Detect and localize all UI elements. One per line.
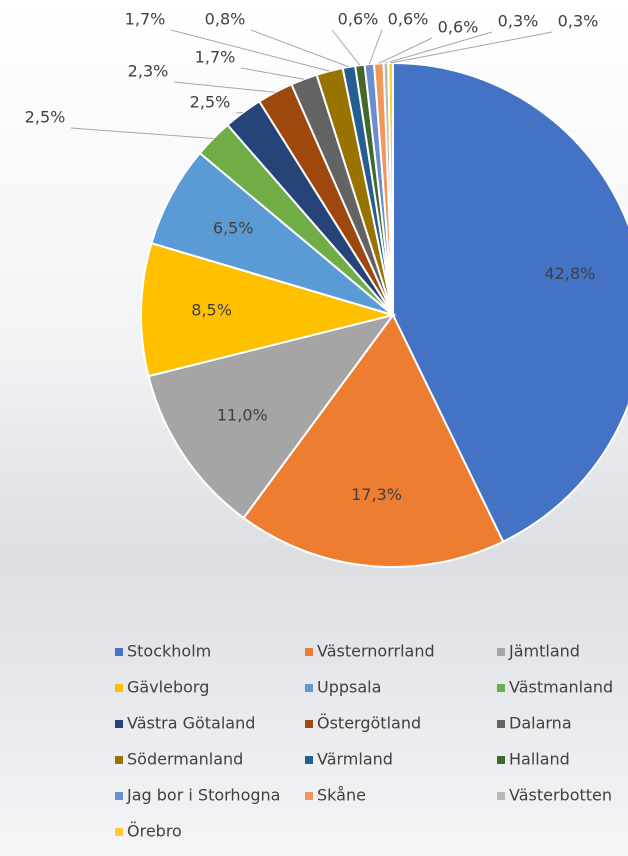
data-label: 42,8% [544, 264, 595, 283]
pie-slice [242, 313, 505, 568]
leader-line [240, 67, 305, 80]
data-label: 1,7% [195, 48, 236, 67]
legend-label: Gävleborg [127, 678, 209, 697]
data-label: 11,0% [217, 406, 268, 425]
leader-line [250, 29, 350, 68]
legend-label: Västra Götaland [127, 714, 255, 733]
leader-line [378, 37, 433, 64]
legend-swatch [497, 792, 505, 800]
data-label: 1,7% [125, 10, 166, 29]
data-label: 2,5% [190, 93, 231, 112]
legend-label: Stockholm [127, 642, 211, 661]
legend-swatch [305, 792, 313, 800]
leader-line [170, 29, 330, 72]
data-label: 0,3% [498, 12, 539, 31]
legend-label: Jämtland [508, 642, 580, 661]
pie-slice [140, 241, 397, 378]
data-label: 0,6% [338, 10, 379, 29]
legend-swatch [115, 756, 123, 764]
data-label: 2,3% [128, 62, 169, 81]
legend-label: Uppsala [317, 678, 381, 697]
legend-swatch [115, 648, 123, 656]
leader-line [331, 29, 361, 66]
data-label: 6,5% [213, 219, 254, 238]
data-label: 17,3% [351, 485, 402, 504]
legend-label: Västernorrland [317, 642, 435, 661]
legend-label: Västerbotten [509, 786, 612, 805]
leader-line [368, 29, 383, 65]
legend-label: Jag bor i Storhogna [126, 786, 280, 805]
leader-line [390, 31, 553, 64]
data-label: 2,5% [25, 108, 66, 127]
legend-label: Örebro [127, 822, 182, 841]
legend-label: Skåne [317, 786, 366, 805]
legend-swatch [305, 648, 313, 656]
legend-label: Halland [509, 750, 570, 769]
data-label: 0,6% [438, 18, 479, 37]
pie-slice [392, 61, 628, 543]
legend-swatch [305, 720, 313, 728]
legend-label: Södermanland [127, 750, 243, 769]
legend-swatch [115, 828, 123, 836]
pie: 42,8% 17,3% 11,0% 8,5% 6,5% 2,5% 2,5% 2,3% 1,7% 1… [25, 10, 628, 568]
data-label: 0,8% [205, 10, 246, 29]
data-label: 0,3% [558, 12, 599, 31]
leader-line [173, 81, 276, 93]
legend-swatch [497, 720, 505, 728]
legend-swatch [497, 648, 505, 656]
data-label: 8,5% [191, 301, 232, 320]
legend-swatch [497, 684, 505, 692]
legend-swatch [497, 756, 505, 764]
legend-label: Värmland [317, 750, 393, 769]
leader-line [385, 31, 493, 64]
legend: Stockholm Västernorrland Jämtland Gävleborg… [115, 642, 613, 841]
legend-swatch [115, 720, 123, 728]
legend-swatch [305, 756, 313, 764]
legend-label: Dalarna [509, 714, 572, 733]
legend-swatch [305, 684, 313, 692]
legend-label: Västmanland [509, 678, 613, 697]
legend-swatch [115, 792, 123, 800]
legend-swatch [115, 684, 123, 692]
leader-line [70, 127, 214, 139]
pie-slice [147, 313, 396, 520]
data-label: 0,6% [388, 10, 429, 29]
legend-label: Östergötland [317, 714, 421, 733]
